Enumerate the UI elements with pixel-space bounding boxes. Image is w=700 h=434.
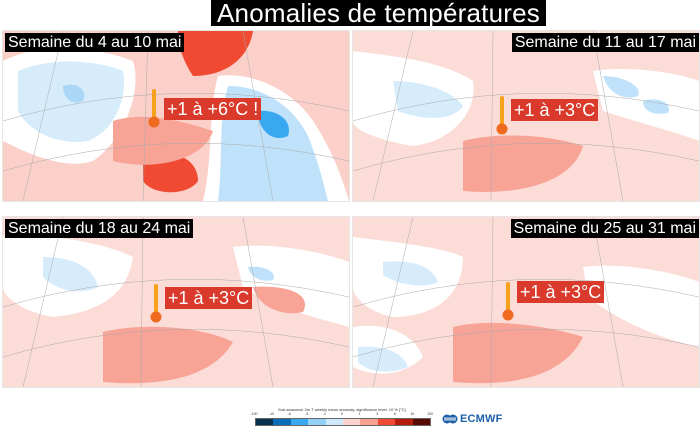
anomaly-range-badge: +1 à +6°C !	[164, 98, 262, 120]
logo-text: ECMWF	[460, 413, 503, 425]
colorbar-tick-label: -3	[305, 412, 309, 416]
ecmwf-logo: ECMWF	[442, 413, 503, 425]
ecmwf-logo-icon	[442, 414, 458, 424]
colorbar-tick-label: 1	[358, 412, 361, 416]
thermometer-icon	[496, 96, 508, 135]
colorbar-swatch	[343, 419, 361, 425]
colorbar-tick-label: 10	[410, 412, 415, 416]
week-label: Semaine du 11 au 17 mai	[511, 33, 699, 52]
thermometer-icon	[150, 284, 162, 323]
colorbar-swatch	[290, 419, 309, 425]
colorbar-swatch	[273, 419, 291, 425]
colorbar-swatch	[256, 419, 274, 425]
map-panel-week-2: Semaine du 11 au 17 mai +1 à +3°C	[352, 30, 700, 202]
colorbar-swatch	[412, 419, 431, 425]
colorbar-tick-label: 100	[427, 412, 433, 416]
anomaly-map	[3, 31, 349, 201]
colorbar-ticks: -100 -10 -6 -3 -1 0 1 3 6 10 100	[250, 412, 433, 417]
colorbar-tick-label: -1	[322, 412, 326, 416]
page-title: Anomalies de températures	[211, 0, 546, 26]
colorbar-swatch	[360, 419, 378, 425]
map-panel-week-4: Semaine du 25 au 31 mai +1 à +3°C	[352, 216, 700, 388]
colorbar-tick-label: -10	[269, 412, 275, 416]
colorbar-tick-label: -6	[287, 412, 291, 416]
week-label: Semaine du 25 au 31 mai	[510, 219, 699, 238]
thermometer-icon	[502, 282, 514, 321]
colorbar-tick-label: 3	[376, 412, 379, 416]
colorbar-swatch	[308, 419, 326, 425]
week-label: Semaine du 18 au 24 mai	[5, 219, 194, 238]
map-panel-week-1: Semaine du 4 au 10 mai +1 à +6°C !	[2, 30, 350, 202]
colorbar	[255, 418, 431, 426]
colorbar-swatch	[377, 419, 396, 425]
colorbar-swatch	[325, 419, 344, 425]
week-label: Semaine du 4 au 10 mai	[5, 33, 185, 52]
thermometer-icon	[148, 89, 160, 128]
anomaly-range-badge: +1 à +3°C	[511, 99, 599, 121]
colorbar-swatch	[395, 419, 413, 425]
anomaly-range-badge: +1 à +3°C	[165, 287, 253, 309]
anomaly-range-badge: +1 à +3°C	[517, 281, 605, 303]
colorbar-title: Sub-seasonal: 2m T weekly mean anomaly, …	[278, 407, 406, 412]
colorbar-tick-label: 6	[393, 412, 396, 416]
map-panel-week-3: Semaine du 18 au 24 mai +1 à +3°C	[2, 216, 350, 388]
colorbar-tick-label: 0	[341, 412, 343, 416]
colorbar-tick-label: -100	[250, 412, 258, 416]
